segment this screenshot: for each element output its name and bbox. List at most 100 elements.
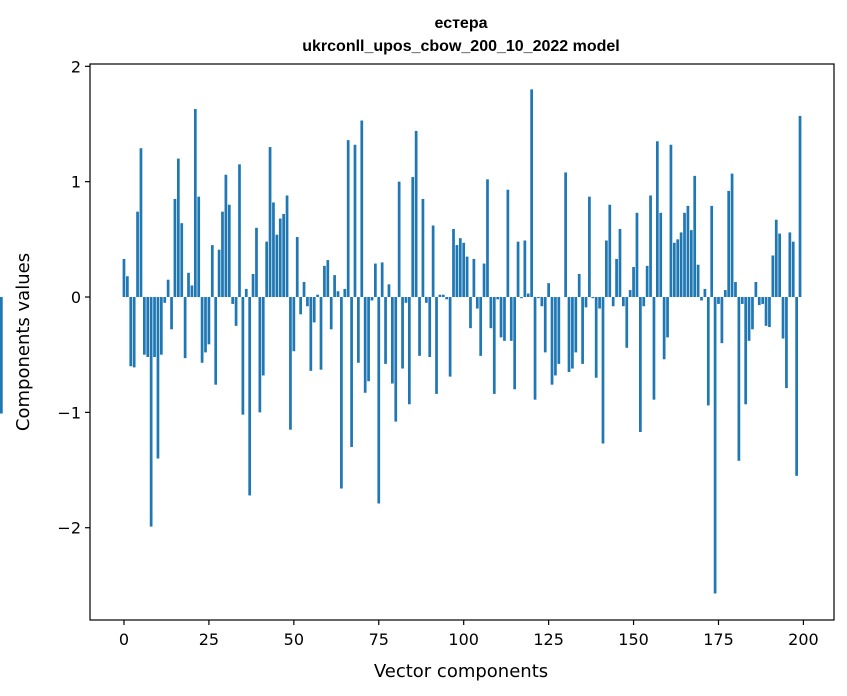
x-tick-label-75: 75 (369, 630, 389, 649)
bar-34 (238, 164, 241, 298)
bar-29 (221, 211, 224, 298)
x-tick-label-25: 25 (199, 630, 219, 649)
bar-104 (475, 297, 479, 309)
bar-58 (319, 297, 323, 370)
bar-39 (255, 227, 258, 298)
bar-195 (785, 297, 788, 389)
bar-32 (231, 297, 235, 304)
bar-95 (445, 297, 449, 300)
bar-50 (292, 297, 296, 352)
bar-70 (360, 120, 364, 298)
x-tick-label-150: 150 (618, 630, 649, 649)
bar-167 (689, 230, 693, 298)
bar-182 (740, 297, 744, 304)
bar-152 (639, 297, 642, 432)
bar-99 (458, 238, 462, 298)
bar-147 (622, 297, 625, 307)
bar-171 (703, 288, 707, 298)
bar-114 (509, 297, 513, 341)
bar-154 (645, 265, 649, 298)
bar-65 (343, 288, 347, 298)
bar-61 (329, 297, 333, 330)
bar-135 (581, 297, 584, 364)
bar-52 (299, 297, 302, 315)
chart-title-line-1: естера (435, 15, 488, 32)
bar-37 (248, 297, 252, 496)
bar-138 (591, 297, 595, 299)
bar-151 (635, 212, 639, 298)
bar-84 (407, 297, 411, 405)
bar-94 (441, 294, 445, 298)
bar-20 (190, 285, 194, 298)
bar-107 (486, 179, 489, 298)
bar-55 (309, 297, 313, 371)
bar-169 (696, 264, 700, 298)
bar-126 (550, 297, 554, 385)
bar-33 (234, 297, 238, 326)
bar-78 (387, 284, 391, 298)
bar-undefined (0, 297, 3, 414)
bar-5 (139, 148, 143, 298)
bar-170 (700, 297, 703, 301)
bar-186 (754, 282, 758, 298)
bar-144 (611, 297, 615, 307)
bar-108 (489, 297, 493, 329)
bar-64 (340, 297, 343, 489)
bar-140 (598, 297, 601, 309)
bar-175 (717, 297, 720, 304)
bar-41 (261, 297, 265, 376)
bar-19 (187, 272, 190, 298)
bar-156 (652, 297, 656, 400)
bar-82 (401, 297, 404, 369)
bar-62 (333, 275, 336, 298)
bar-184 (747, 297, 751, 341)
bar-173 (710, 205, 714, 298)
bar-105 (479, 297, 483, 356)
bar-88 (421, 198, 425, 298)
bar-56 (312, 297, 316, 323)
bar-102 (469, 297, 472, 329)
bar-48 (285, 195, 289, 298)
bar-24 (204, 297, 207, 353)
x-tick-label-50: 50 (284, 630, 304, 649)
bar-69 (357, 297, 360, 363)
bar-172 (706, 297, 710, 406)
bar-141 (601, 297, 605, 444)
bar-11 (159, 297, 163, 355)
bar-36 (244, 288, 248, 298)
bar-80 (394, 297, 398, 422)
bar-54 (306, 297, 309, 307)
bar-131 (567, 297, 571, 372)
bar-9 (153, 297, 156, 357)
bar-110 (496, 297, 500, 300)
bar-71 (363, 297, 367, 393)
y-axis-ticks: −2 −1 0 1 2 (57, 57, 90, 538)
bar-90 (428, 297, 432, 357)
bar-8 (149, 297, 153, 527)
x-tick-label-175: 175 (703, 630, 734, 649)
y-tick-label-0: −2 (57, 519, 81, 538)
bar-22 (197, 196, 201, 298)
bar-183 (744, 297, 748, 405)
bar-14 (170, 297, 173, 330)
bar-66 (346, 140, 350, 298)
bar-81 (397, 181, 401, 298)
bar-132 (571, 297, 574, 369)
bar-49 (289, 297, 292, 430)
bar-6 (143, 297, 146, 355)
bar-57 (316, 294, 319, 298)
bar-198 (795, 297, 798, 476)
bar-177 (723, 290, 727, 298)
bar-17 (180, 223, 184, 298)
bar-185 (751, 297, 754, 330)
bar-119 (526, 293, 530, 298)
bar-149 (628, 290, 632, 298)
bar-31 (227, 204, 231, 298)
bar-15 (173, 198, 177, 298)
bar-111 (499, 297, 503, 338)
bar-51 (295, 237, 299, 298)
y-tick-label-1: −1 (57, 403, 81, 422)
bar-73 (370, 297, 374, 301)
bar-162 (672, 242, 676, 298)
bar-194 (781, 297, 785, 339)
